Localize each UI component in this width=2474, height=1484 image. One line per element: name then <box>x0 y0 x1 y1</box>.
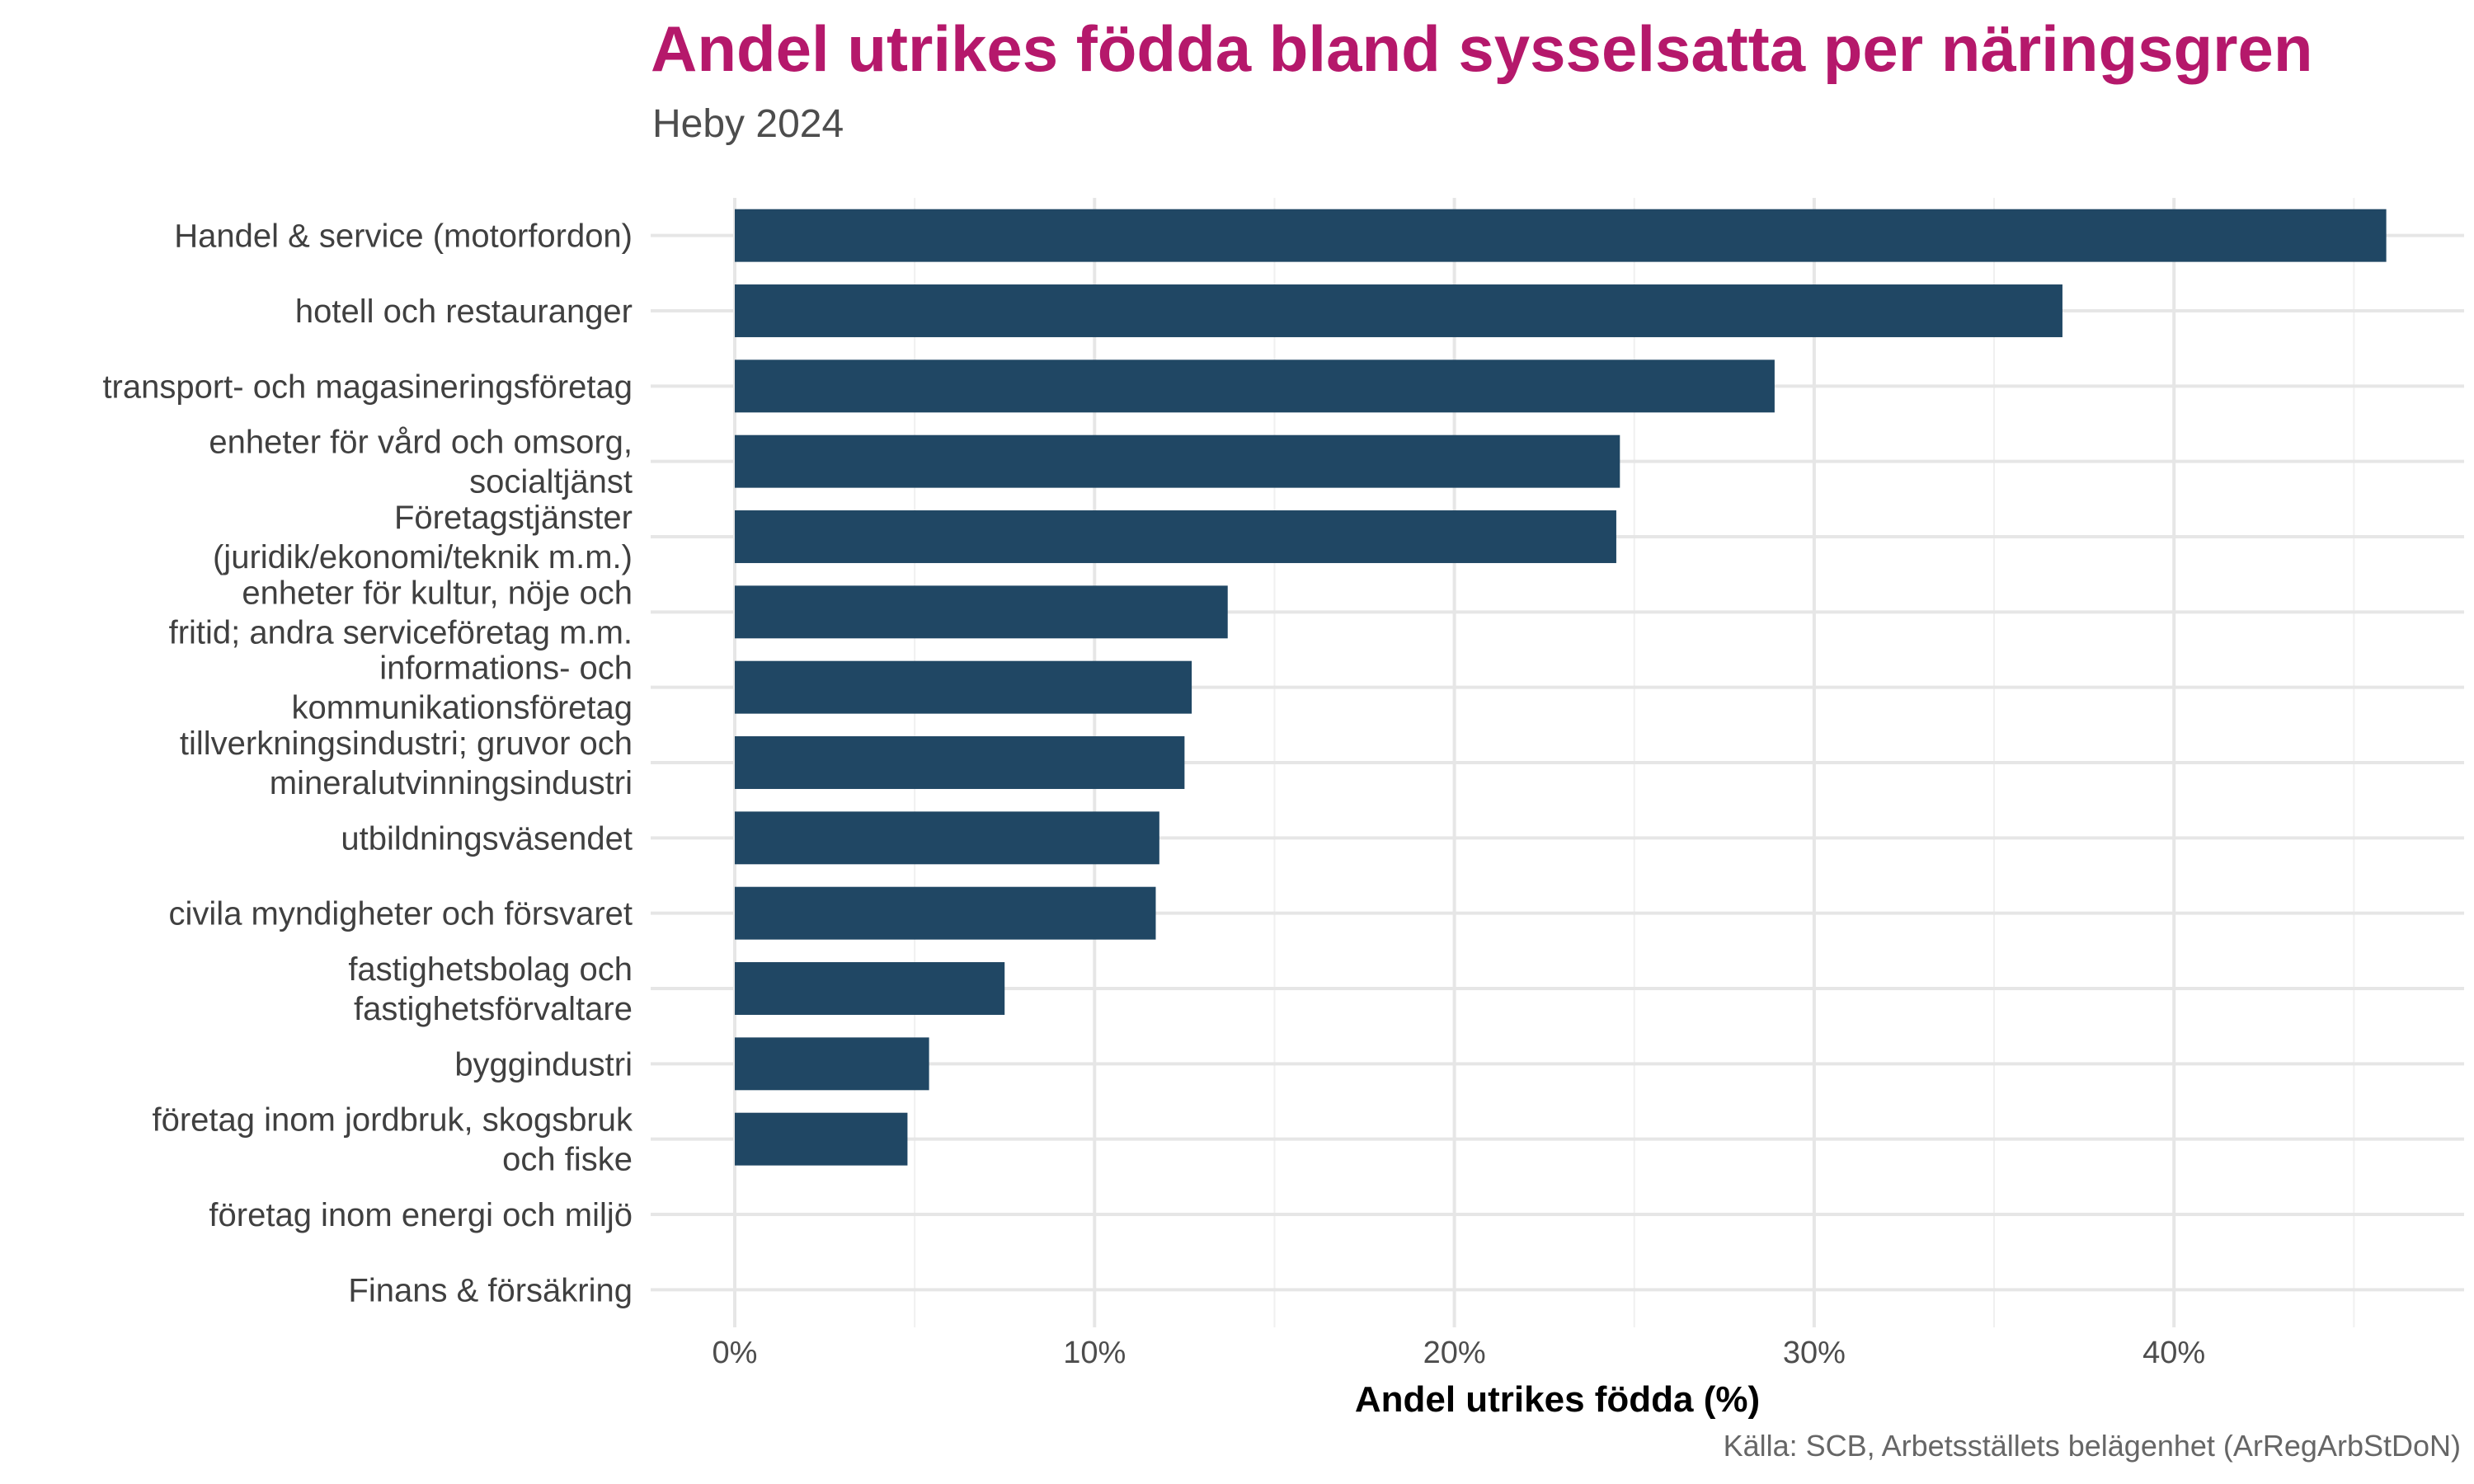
category-label: företag inom jordbruk, skogsbruk och fisk… <box>153 1102 634 1178</box>
category-label: enheter för kultur, nöje och fritid; andr… <box>169 575 633 650</box>
category-label: transport- och magasineringsföretag <box>102 369 633 405</box>
category-label: hotell och restauranger <box>295 294 633 330</box>
bar <box>735 1037 929 1091</box>
category-label: fastighetsbolag och fastighetsförvaltare <box>348 951 633 1027</box>
category-label: enheter för vård och omsorg, socialtjänst <box>209 425 633 500</box>
category-label: företag inom energi och miljö <box>209 1197 633 1233</box>
chart-title: Andel utrikes födda bland sysselsatta pe… <box>651 12 2313 85</box>
bar <box>735 962 1005 1015</box>
category-label: civila myndigheter och försvaret <box>169 896 633 932</box>
category-label: informations- och kommunikationsföretag <box>291 650 633 726</box>
bar <box>735 1112 908 1166</box>
x-tick-label: 30% <box>1783 1336 1846 1370</box>
bar <box>735 736 1185 789</box>
bar <box>735 660 1192 714</box>
chart-subtitle: Heby 2024 <box>652 102 844 146</box>
x-tick-label: 20% <box>1423 1336 1486 1370</box>
bar <box>735 510 1616 563</box>
category-label: Företagstjänster (juridik/ekonomi/teknik … <box>213 500 633 575</box>
x-tick-label: 10% <box>1063 1336 1126 1370</box>
x-tick-label: 40% <box>2142 1336 2205 1370</box>
bar <box>735 284 2062 337</box>
bar <box>735 811 1159 865</box>
chart-caption: Källa: SCB, Arbetsställets belägenhet (A… <box>1723 1429 2461 1463</box>
category-label: utbildningsväsendet <box>341 820 633 857</box>
category-label: Finans & försäkring <box>348 1272 633 1308</box>
category-label: tillverkningsindustri; gruvor och mineral… <box>180 726 633 801</box>
x-axis-title: Andel utrikes födda (%) <box>1355 1379 1760 1420</box>
bar <box>735 886 1156 940</box>
x-tick-label: 0% <box>713 1336 758 1370</box>
bar <box>735 434 1620 488</box>
category-label: Handel & service (motorfordon) <box>174 218 633 255</box>
bar <box>735 585 1228 639</box>
bar <box>735 209 2387 262</box>
category-label: byggindustri <box>454 1046 633 1082</box>
bar <box>735 359 1775 413</box>
